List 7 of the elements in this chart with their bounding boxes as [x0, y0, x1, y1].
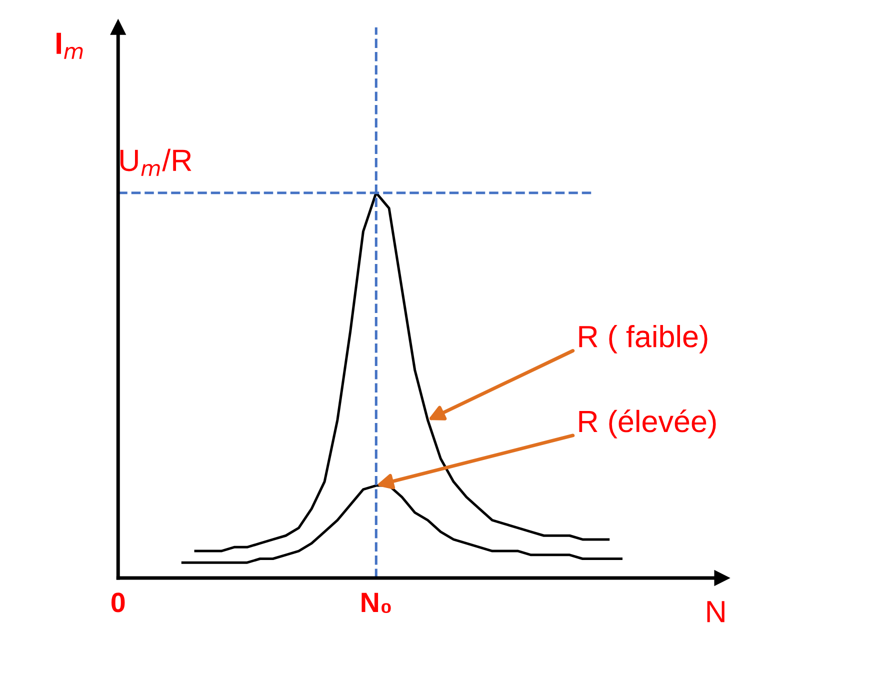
annotation: R (élevée)	[579, 410, 716, 438]
y-axis-title: I$_{m}$	[56, 32, 83, 59]
x-tick-label: N₀	[362, 592, 391, 614]
annotation: R ( faible)	[579, 324, 708, 354]
x-axis-title: N	[707, 601, 724, 622]
x-tick-label: 0	[112, 592, 125, 612]
ref-line-label: U$_{m}$/R	[120, 148, 192, 176]
